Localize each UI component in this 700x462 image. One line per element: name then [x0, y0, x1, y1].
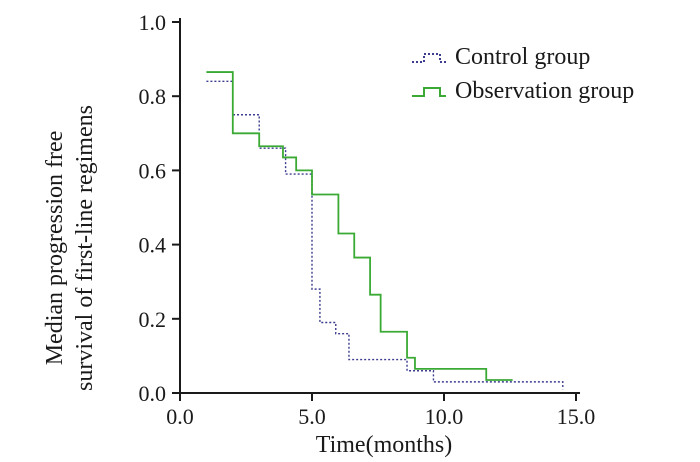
y-tick-label: 1.0: [139, 10, 167, 35]
plot-area: 0.0 0.2 0.4 0.6 0.8 1.0 0.0 5.0 10.0 15.0: [139, 10, 596, 429]
series-layer: [206, 71, 564, 390]
control-group-curve: [206, 80, 564, 390]
y-axis-ticks: 0.0 0.2 0.4 0.6 0.8 1.0: [139, 10, 180, 406]
y-tick-label: 0.8: [139, 84, 167, 109]
legend-swatch-control: [412, 53, 446, 63]
legend-item-observation: Observation group: [412, 78, 634, 104]
y-tick-label: 0.0: [139, 381, 167, 406]
y-tick-label: 0.2: [139, 307, 167, 332]
x-tick-label: 5.0: [298, 404, 326, 429]
x-tick-label: 15.0: [557, 404, 596, 429]
legend-item-control: Control group: [412, 44, 590, 70]
y-tick-label: 0.6: [139, 158, 167, 183]
y-axis-title-line-2: survival of first-line regimens: [72, 105, 98, 391]
y-axis-title-line-1: Median progression free: [42, 131, 68, 366]
legend-label-observation: Observation group: [455, 78, 634, 104]
x-tick-label: 0.0: [166, 404, 194, 429]
legend: Control group Observation group: [412, 44, 634, 104]
y-axis-title: Median progression free survival of firs…: [42, 105, 98, 391]
x-tick-label: 10.0: [425, 404, 464, 429]
y-tick-label: 0.4: [139, 233, 167, 258]
legend-label-control: Control group: [455, 44, 590, 70]
observation-group-curve: [206, 71, 513, 381]
x-axis-ticks: 0.0 5.0 10.0 15.0: [166, 393, 595, 429]
legend-swatch-observation: [412, 87, 446, 97]
x-axis-title: Time(months): [316, 432, 452, 458]
